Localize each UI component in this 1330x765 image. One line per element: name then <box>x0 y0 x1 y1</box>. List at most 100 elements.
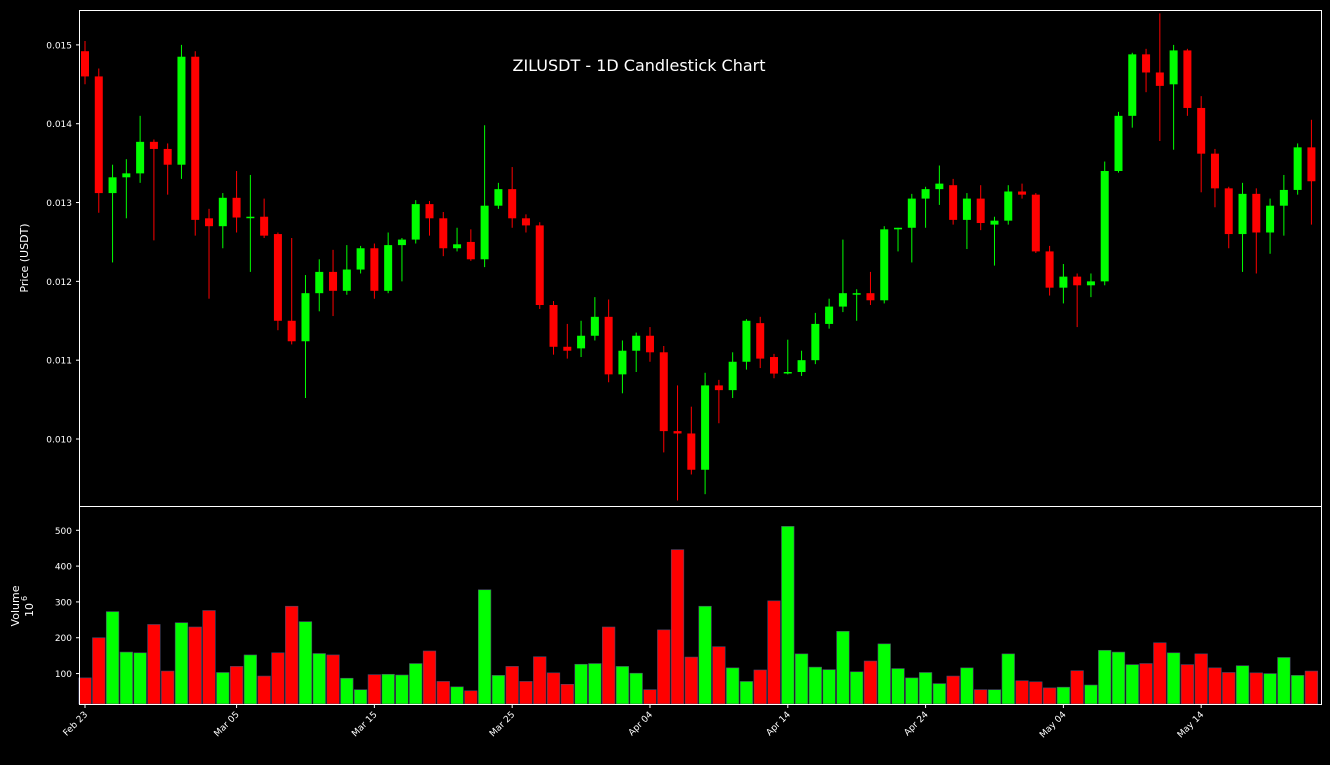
volume-axes-frame <box>79 506 1322 705</box>
volume-bar <box>257 675 271 705</box>
candle-body <box>535 225 544 306</box>
candle-body <box>1142 54 1151 73</box>
price-y-tick-label: 0.011 <box>46 357 72 367</box>
volume-bar <box>312 653 326 705</box>
candle-body <box>825 306 834 324</box>
candle-body <box>521 218 530 226</box>
volume-bar <box>1029 681 1043 705</box>
volume-y-tick-label: 400 <box>55 563 72 573</box>
candle-body <box>356 248 365 270</box>
candle-body <box>273 234 282 321</box>
volume-y-axis-label: Volume <box>9 585 22 626</box>
candle-body <box>1114 115 1123 172</box>
volume-bar <box>409 663 423 705</box>
volume-bar <box>1153 642 1167 705</box>
candle-body <box>1279 189 1288 206</box>
volume-bar <box>877 643 891 705</box>
candle-body <box>852 293 861 295</box>
volume-bar <box>1084 684 1098 705</box>
candle-body <box>1169 50 1178 85</box>
volume-bar <box>602 626 616 705</box>
candle-body <box>1004 191 1013 221</box>
candle-body <box>1155 72 1164 86</box>
candle-body <box>205 218 214 227</box>
volume-scale-base: 10 <box>23 603 36 617</box>
candle-body <box>949 185 958 220</box>
volume-bar <box>1070 670 1084 705</box>
volume-bar <box>133 652 147 705</box>
candle-body <box>342 269 351 291</box>
candle-body <box>397 239 406 246</box>
volume-bar <box>161 670 175 705</box>
volume-bar <box>560 683 574 705</box>
volume-bar <box>836 630 850 705</box>
price-panel: 0.010 0.011 0.012 0.013 0.014 0.015 ZILUSDT -… <box>18 10 1322 507</box>
candle-body <box>260 216 269 236</box>
candle-body <box>1238 193 1247 235</box>
price-y-ticks: 0.010 0.011 0.012 0.013 0.014 0.015 <box>46 41 80 446</box>
volume-bar <box>381 673 395 705</box>
volume-bar <box>1235 665 1250 705</box>
candle-body <box>604 316 613 375</box>
volume-bar <box>533 656 547 705</box>
volume-bar <box>1263 673 1277 705</box>
volume-bar <box>1125 664 1139 705</box>
volume-bar <box>822 669 836 705</box>
volume-bar <box>78 677 92 705</box>
volume-bar <box>1167 652 1181 705</box>
candle-body <box>1224 188 1233 235</box>
volume-bar <box>1056 686 1070 705</box>
candle-body <box>301 293 310 342</box>
volume-bar <box>960 667 974 705</box>
volume-bar <box>808 666 822 705</box>
volume-bar <box>781 526 795 705</box>
candle-body <box>218 197 227 227</box>
volume-bar <box>119 651 133 705</box>
candle-body <box>232 197 241 218</box>
volume-y-tick-label: 200 <box>55 634 72 644</box>
candle-body <box>191 56 200 220</box>
volume-bar <box>353 689 368 705</box>
volume-bar <box>285 605 299 705</box>
candle-body <box>246 216 255 219</box>
candle-body <box>149 141 158 149</box>
candle-body <box>990 220 999 225</box>
candle-body <box>563 346 572 351</box>
candle-body <box>618 350 627 375</box>
candle-body <box>673 431 682 434</box>
volume-bar <box>546 672 561 705</box>
candle-body <box>549 305 558 347</box>
volume-bar <box>505 666 519 705</box>
volume-bar <box>863 660 878 705</box>
candle-body <box>838 293 847 307</box>
candle-body <box>1018 191 1027 195</box>
price-y-tick-label: 0.013 <box>46 199 72 209</box>
volume-bar <box>243 654 257 705</box>
volume-bar <box>147 624 161 705</box>
candle-body <box>894 227 903 230</box>
volume-bar <box>174 622 189 705</box>
price-y-tick-label: 0.015 <box>46 41 72 51</box>
volume-bar <box>753 669 767 705</box>
volume-bar <box>395 674 409 705</box>
candle-body <box>329 271 338 291</box>
volume-bar <box>1111 651 1126 705</box>
volume-scale-exponent: 6 <box>20 596 29 601</box>
volume-bar <box>974 689 988 705</box>
candle-body <box>480 205 489 260</box>
volume-bar <box>229 666 244 705</box>
candle-body <box>1073 276 1082 286</box>
volume-y-tick-label: 500 <box>55 527 72 537</box>
candle-body <box>1086 281 1095 286</box>
volume-bar <box>1001 653 1015 705</box>
candle-body <box>1100 171 1109 282</box>
volume-bar <box>202 610 216 705</box>
volume-bar <box>367 674 381 705</box>
candle-body <box>1031 194 1040 252</box>
volume-bar <box>1291 675 1305 705</box>
candle-body <box>1183 50 1192 108</box>
candle-body <box>370 248 379 291</box>
volume-bar <box>891 668 905 705</box>
